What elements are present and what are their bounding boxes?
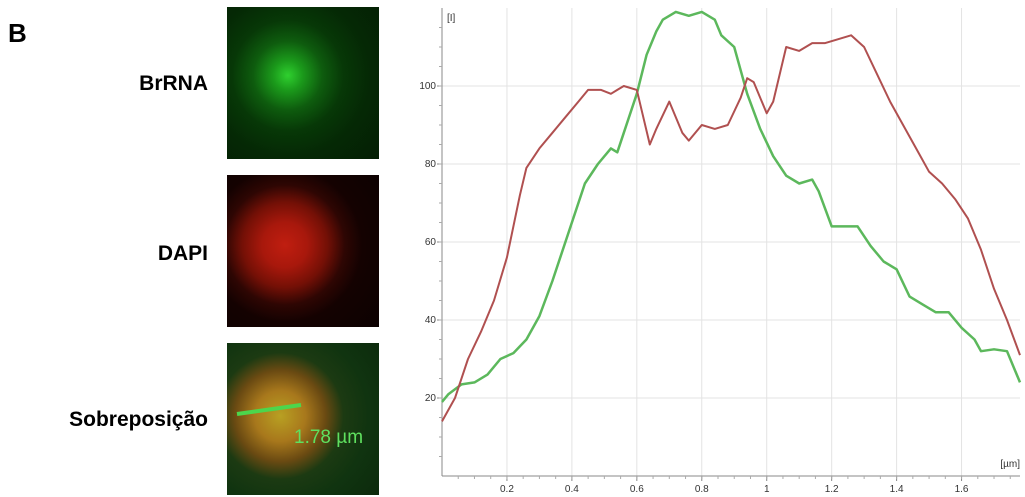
line-profile-marker <box>236 403 302 416</box>
x-tick-label: 1.6 <box>955 484 969 495</box>
row-label-overlay: Sobreposição <box>69 408 208 431</box>
x-tick-label: 1.4 <box>890 484 904 495</box>
y-tick-label: 80 <box>425 159 437 170</box>
scale-bar-label: 1.78 µm <box>294 427 364 448</box>
grid <box>442 8 1020 476</box>
x-tick-label: 1 <box>764 484 770 495</box>
y-tick-label: 100 <box>419 81 436 92</box>
dapi-micrograph <box>227 175 379 327</box>
y-tick-label: 60 <box>425 237 437 248</box>
ticks: 0.2 0.4 0.6 0.8 1 1.2 1.4 1.6 20 40 60 80 100 <box>419 27 1011 495</box>
x-tick-label: 0.8 <box>695 484 709 495</box>
row-label-dapi: DAPI <box>157 242 208 265</box>
y-tick-label: 20 <box>425 393 437 404</box>
x-tick-label: 0.2 <box>500 484 514 495</box>
red-series-line <box>441 34 1021 422</box>
overlay-micrograph: 1.78 µm <box>227 343 379 495</box>
intensity-profile-chart: 0.2 0.4 0.6 0.8 1 1.2 1.4 1.6 20 40 60 80 100 [I] [µ… <box>419 8 1022 495</box>
brrna-micrograph <box>227 7 379 159</box>
x-tick-label: 0.6 <box>630 484 644 495</box>
series <box>441 10 1022 422</box>
x-tick-label: 0.4 <box>565 484 579 495</box>
row-label-brrna: BrRNA <box>139 72 208 95</box>
y-tick-label: 40 <box>425 315 437 326</box>
panel-letter: B <box>8 18 27 48</box>
green-series-line <box>441 10 1022 403</box>
x-axis-label: [µm] <box>1000 459 1020 470</box>
x-tick-label: 1.2 <box>825 484 839 495</box>
y-axis-label: [I] <box>447 13 456 24</box>
